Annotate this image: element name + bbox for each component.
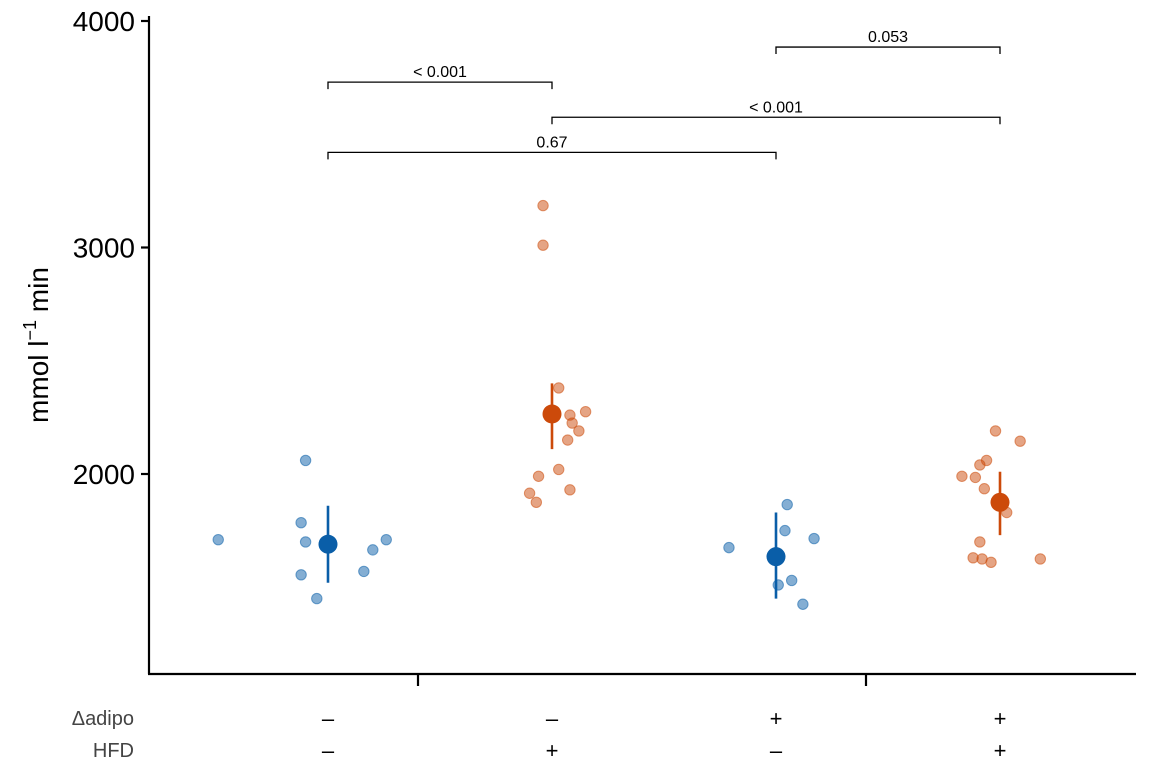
factor-value: + bbox=[994, 738, 1007, 763]
y-axis-title-main: mmol l bbox=[23, 340, 54, 422]
data-point bbox=[772, 579, 784, 591]
data-point bbox=[989, 425, 1002, 437]
p-value-label: 0.67 bbox=[536, 134, 567, 151]
axes bbox=[147, 16, 1136, 686]
data-point bbox=[978, 483, 991, 495]
factor-value: + bbox=[770, 706, 783, 731]
data-point bbox=[974, 459, 986, 471]
data-points bbox=[212, 199, 1047, 610]
p-value-label: 0.053 bbox=[868, 29, 908, 46]
factor-value: – bbox=[322, 706, 335, 731]
data-point bbox=[956, 470, 968, 482]
y-tick-label: 2000 bbox=[73, 459, 135, 490]
data-point bbox=[985, 556, 997, 569]
data-point bbox=[530, 496, 543, 509]
factor-value: – bbox=[322, 738, 335, 763]
y-axis-ticks: 2000 3000 4000 bbox=[73, 6, 149, 490]
data-point bbox=[723, 541, 735, 554]
factor-value: + bbox=[546, 738, 559, 763]
factor-value: – bbox=[546, 706, 559, 731]
factor-value: + bbox=[994, 706, 1007, 731]
data-point bbox=[974, 536, 986, 548]
data-point bbox=[564, 484, 576, 496]
data-point bbox=[537, 199, 549, 212]
data-point bbox=[1034, 553, 1047, 565]
y-axis-title-tail: min bbox=[23, 267, 54, 320]
comparison-bracket bbox=[775, 46, 1001, 55]
group-summaries bbox=[318, 383, 1010, 599]
data-point bbox=[295, 516, 307, 529]
comparison-brackets: < 0.001 < 0.001 0.67 0.053 bbox=[327, 29, 1001, 160]
data-point bbox=[380, 533, 392, 546]
data-point bbox=[367, 544, 379, 556]
factor-value: – bbox=[770, 738, 783, 763]
mean-point bbox=[766, 547, 786, 567]
data-point bbox=[299, 536, 312, 548]
y-tick-label: 4000 bbox=[73, 6, 135, 37]
data-point bbox=[969, 471, 982, 484]
data-point bbox=[573, 425, 585, 437]
p-value-label: < 0.001 bbox=[413, 64, 467, 81]
comparison-bracket bbox=[327, 151, 777, 160]
y-axis-title-superscript: −1 bbox=[20, 320, 40, 341]
factor-name: HFD bbox=[93, 740, 134, 762]
data-point bbox=[532, 470, 545, 482]
data-point bbox=[553, 463, 565, 476]
factor-table: Δadipo – – + + HFD – + – + bbox=[72, 706, 1007, 763]
data-point bbox=[785, 574, 798, 587]
data-point bbox=[311, 592, 323, 605]
data-point bbox=[358, 565, 370, 578]
mean-point bbox=[990, 492, 1010, 512]
p-value-label: < 0.001 bbox=[749, 99, 803, 116]
data-point bbox=[537, 239, 549, 251]
data-point bbox=[579, 406, 592, 418]
data-point bbox=[553, 382, 565, 394]
data-point bbox=[212, 533, 224, 546]
data-point bbox=[781, 498, 793, 511]
data-point bbox=[779, 524, 791, 537]
mean-point bbox=[318, 534, 338, 554]
comparison-bracket bbox=[327, 81, 553, 90]
data-point bbox=[523, 487, 536, 499]
comparison-bracket bbox=[551, 116, 1001, 125]
mean-point bbox=[542, 404, 562, 424]
factor-name: Δadipo bbox=[72, 708, 134, 730]
data-point bbox=[808, 532, 820, 545]
y-axis-title: mmol l−1 min bbox=[20, 267, 54, 423]
y-tick-label: 3000 bbox=[73, 233, 135, 264]
data-point bbox=[797, 598, 809, 610]
data-point bbox=[295, 569, 307, 581]
data-point bbox=[561, 434, 574, 446]
data-point bbox=[1014, 435, 1026, 447]
data-point bbox=[566, 417, 578, 429]
data-point bbox=[299, 454, 312, 467]
